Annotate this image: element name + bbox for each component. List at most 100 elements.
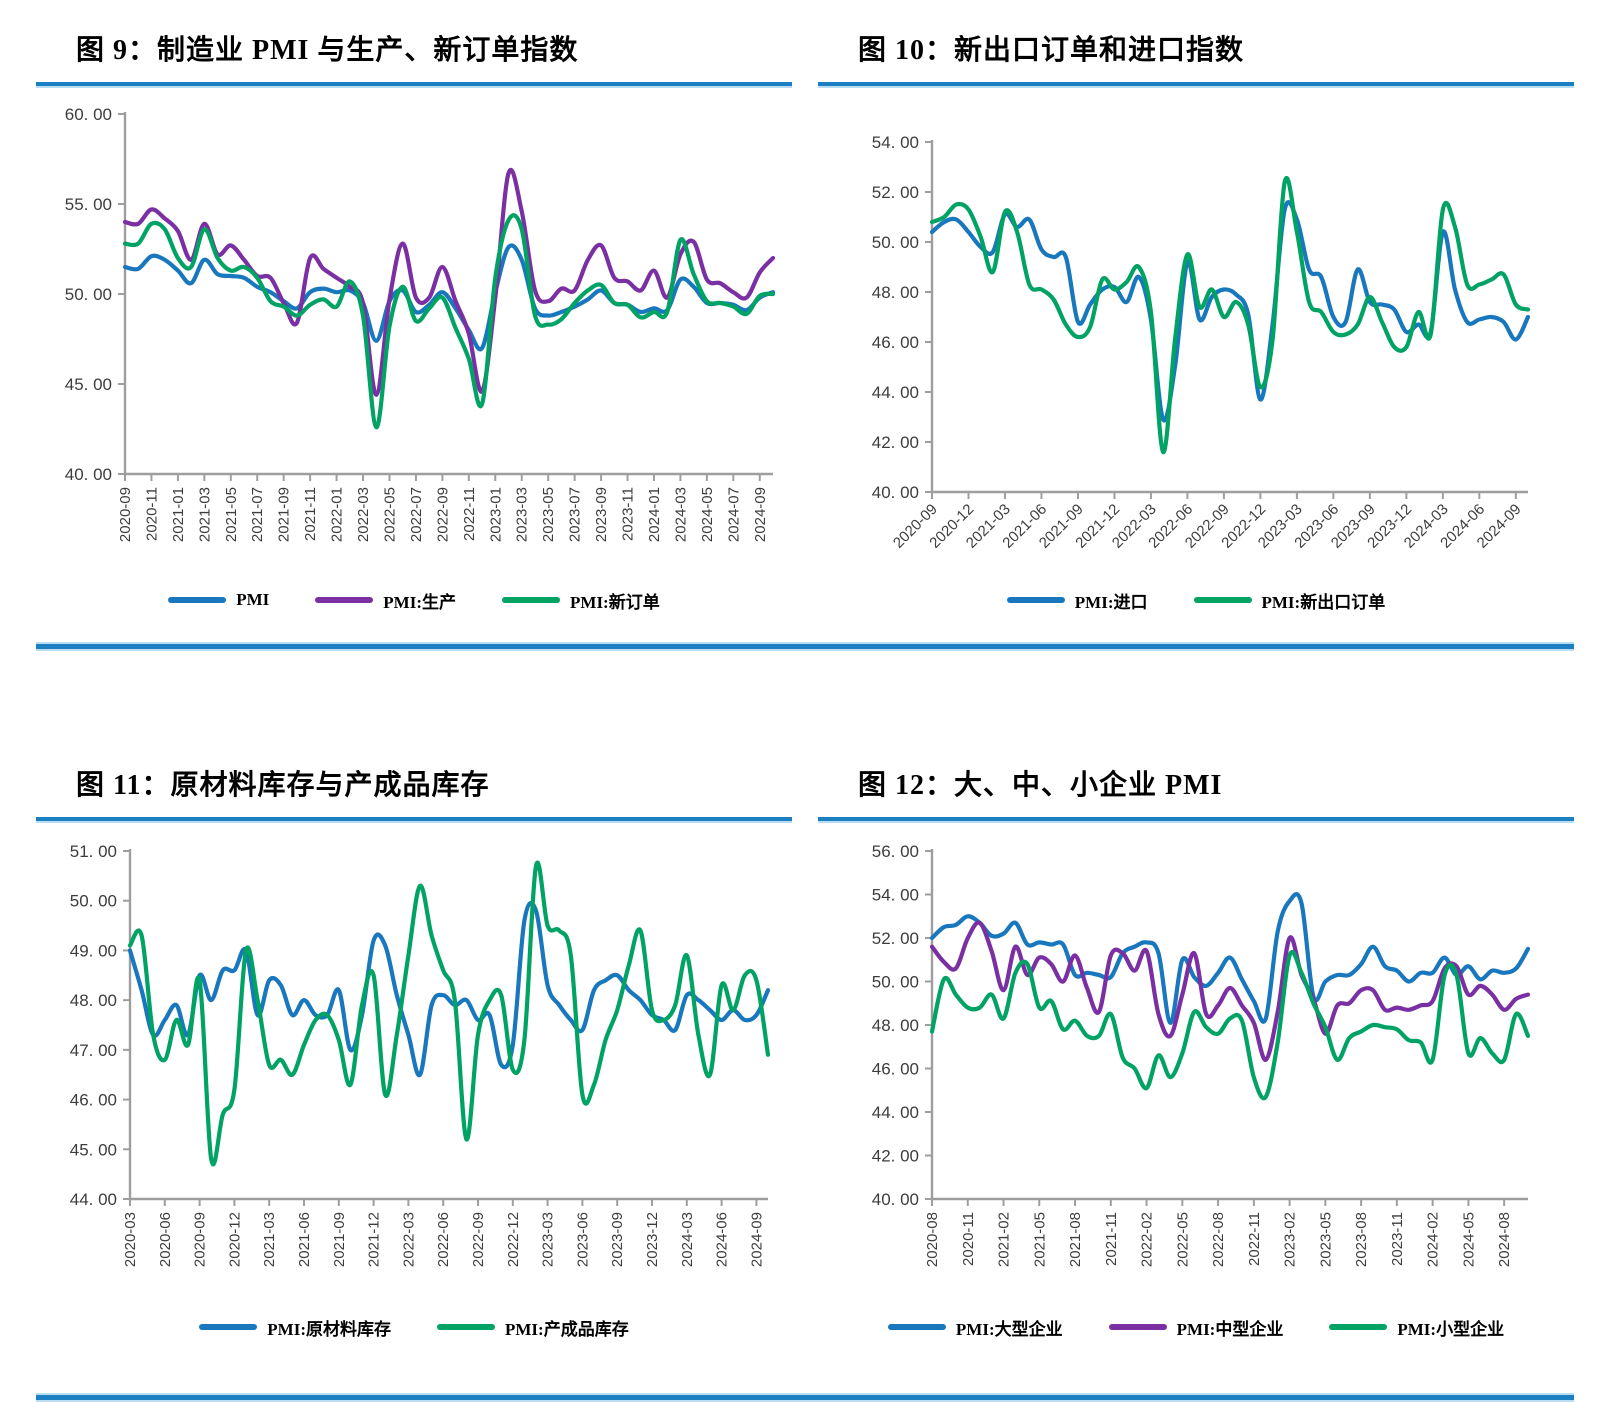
figure-title-fig11: 图 11：原材料库存与产成品库存: [76, 770, 490, 801]
x-axis-label: 2021-03: [196, 487, 213, 542]
y-axis-label: 48. 00: [872, 1016, 919, 1035]
x-axis-label: 2024-08: [1496, 1212, 1513, 1267]
x-axis-label: 2021-05: [1031, 1212, 1048, 1267]
x-axis-label: 2020-08: [924, 1212, 941, 1267]
legend-item: PMI:原材料库存: [199, 1315, 391, 1340]
figure-title-fig12: 图 12：大、中、小企业 PMI: [858, 770, 1223, 801]
series-line-PMI:新出口订单: [929, 176, 1531, 455]
axes: [128, 849, 768, 1201]
y-axis-label: 42. 00: [872, 1147, 919, 1166]
y-axis-label: 44. 00: [70, 1190, 117, 1209]
y-axis-label: 60. 00: [65, 105, 112, 124]
y-axis-label: 50. 00: [872, 233, 919, 252]
y-axis-label: 45. 00: [65, 375, 112, 394]
x-axis-label: 2021-11: [302, 487, 319, 541]
y-axis-label: 55. 00: [65, 195, 112, 214]
x-axis-label: 2020-11: [143, 487, 160, 541]
title-underline-rule: [36, 817, 792, 823]
y-axis-label: 46. 00: [872, 333, 919, 352]
y-axis-label: 50. 00: [70, 892, 117, 911]
y-axis-label: 40. 00: [872, 483, 919, 502]
x-axis-label: 2021-05: [223, 487, 240, 542]
figure-title-fig10: 图 10：新出口订单和进口指数: [858, 35, 1245, 66]
legend-swatch: [1108, 1324, 1167, 1330]
panel-fig12: 图 12：大、中、小企业 PMI 40. 00 42. 00 44. 00 46. 0…: [818, 747, 1574, 1345]
x-axis-label: 2023-09: [593, 487, 610, 542]
legend-item: PMI:产成品库存: [437, 1315, 629, 1340]
x-axis-label: 2022-09: [434, 487, 451, 542]
y-axis-label: 50. 00: [872, 973, 919, 992]
y-axis-ticks: 40. 00 45. 00 50. 00 55. 00 60. 00: [65, 105, 125, 484]
x-axis-label: 2020-06: [157, 1212, 174, 1267]
chart-box-fig11: 44. 00 45. 00 46. 00 47. 00 48. 00 49. 00 50. …: [36, 835, 792, 1307]
legend-label: PMI: [236, 590, 270, 609]
x-axis-label: 2022-11: [461, 487, 478, 541]
series-line-PMI:中型企业: [929, 920, 1531, 1062]
legend-label: PMI:新出口订单: [1261, 592, 1386, 612]
x-axis-label: 2022-05: [1174, 1212, 1191, 1267]
title-underline-rule: [36, 82, 792, 88]
panel-fig11: 图 11：原材料库存与产成品库存 44. 00 45. 00 46. 00 47. 0…: [36, 747, 792, 1345]
x-axis-label: 2021-08: [1067, 1212, 1084, 1267]
chart-legend-fig10: PMI:进口 PMI:新出口订单: [818, 582, 1574, 618]
x-axis-label: 2024-03: [679, 1212, 696, 1267]
x-axis-label: 2023-12: [644, 1212, 661, 1267]
y-axis-label: 54. 00: [872, 133, 919, 152]
y-axis-label: 42. 00: [872, 433, 919, 452]
line-chart-fig10: 40. 00 42. 00 44. 00 46. 00 48. 00 50. 00 52. …: [872, 133, 1531, 552]
series-line-PMI:生产: [122, 168, 776, 397]
legend-label: PMI:大型企业: [955, 1319, 1063, 1339]
line-chart-fig11: 44. 00 45. 00 46. 00 47. 00 48. 00 49. 00 50. …: [70, 842, 771, 1267]
x-axis-label: 2024-07: [725, 487, 742, 542]
x-axis-label: 2024-09: [752, 487, 769, 542]
chart-box-fig10: 40. 00 42. 00 44. 00 46. 00 48. 00 50. 00 52. …: [818, 100, 1574, 580]
x-axis-label: 2021-09: [331, 1212, 348, 1267]
legend-item: PMI:新订单: [502, 588, 660, 613]
legend-label: PMI:原材料库存: [267, 1319, 391, 1339]
x-axis-label: 2022-03: [400, 1212, 417, 1267]
series-line-PMI:产成品库存: [127, 860, 771, 1167]
x-axis-label: 2020-12: [226, 1212, 243, 1267]
x-axis-label: 2023-08: [1353, 1212, 1370, 1267]
chart-box-fig9: 40. 00 45. 00 50. 00 55. 00 60. 00 2020-09 202…: [36, 100, 792, 580]
chart-legend-fig12: PMI:大型企业 PMI:中型企业 PMI:小型企业: [818, 1309, 1574, 1345]
x-axis-label: 2023-06: [574, 1212, 591, 1267]
legend-label: PMI:小型企业: [1397, 1319, 1505, 1339]
title-underline-rule: [818, 817, 1574, 823]
y-axis-label: 52. 00: [872, 929, 919, 948]
legend-swatch: [887, 1324, 946, 1330]
x-axis-label: 2022-02: [1139, 1212, 1156, 1267]
x-axis-ticks: 2020-09 2020-11 2021-01 2021-03 2021-05 2021-…: [117, 474, 769, 542]
x-axis-label: 2022-05: [381, 487, 398, 542]
x-axis-label: 2024-06: [714, 1212, 731, 1267]
y-axis-label: 51. 00: [70, 842, 117, 861]
x-axis-label: 2021-09: [276, 487, 293, 542]
panel-fig10: 图 10：新出口订单和进口指数 40. 00 42. 00 44. 00 46. 00…: [818, 12, 1574, 618]
y-axis-label: 50. 00: [65, 285, 112, 304]
legend-item: PMI:进口: [1006, 588, 1148, 613]
y-axis-ticks: 40. 00 42. 00 44. 00 46. 00 48. 00 50. 00 52. …: [872, 842, 932, 1209]
x-axis-ticks: 2020-08 2020-11 2021-02 2021-05 2021-08 2021-…: [924, 1199, 1513, 1267]
y-axis-label: 44. 00: [872, 1103, 919, 1122]
x-axis-label: 2022-03: [355, 487, 372, 542]
figure-title-fig9: 图 9：制造业 PMI 与生产、新订单指数: [76, 35, 579, 66]
x-axis-label: 2023-03: [540, 1212, 557, 1267]
y-axis-label: 40. 00: [65, 465, 112, 484]
x-axis-label: 2022-08: [1210, 1212, 1227, 1267]
legend-swatch: [315, 597, 374, 603]
panel-fig9: 图 9：制造业 PMI 与生产、新订单指数 40. 00 45. 00 50. 00…: [36, 12, 792, 618]
chart-legend-fig9: PMI PMI:生产 PMI:新订单: [36, 582, 792, 618]
x-axis-label: 2020-09: [192, 1212, 209, 1267]
legend-swatch: [1006, 597, 1065, 603]
legend-item: PMI:小型企业: [1329, 1315, 1504, 1340]
top-chart-row: 图 9：制造业 PMI 与生产、新订单指数 40. 00 45. 00 50. 00…: [36, 12, 1574, 618]
x-axis-label: 2022-01: [329, 487, 346, 542]
legend-item: PMI:中型企业: [1108, 1315, 1283, 1340]
series-line-PMI:新订单: [122, 213, 776, 430]
legend-item: PMI: [168, 590, 269, 610]
x-axis-label: 2021-12: [366, 1212, 383, 1267]
x-axis-label: 2022-07: [408, 487, 425, 542]
x-axis-label: 2023-02: [1282, 1212, 1299, 1267]
